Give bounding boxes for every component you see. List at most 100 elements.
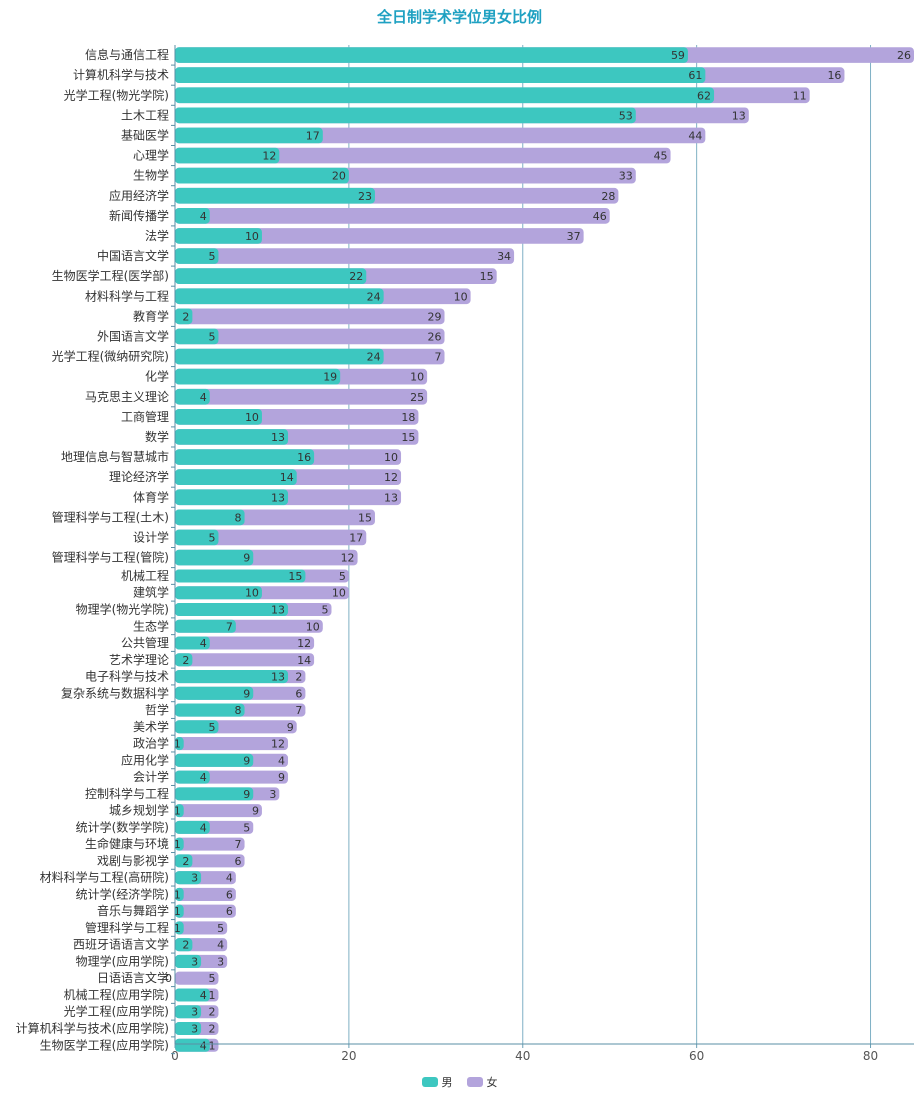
category-label: 基础医学 [121,127,169,142]
female-value-label: 1 [208,989,215,1002]
bar-male [175,368,341,385]
category-label: 法学 [145,228,169,243]
category-label: 统计学(数学学院) [76,819,169,834]
bar-male [175,820,210,834]
bar-male [175,529,219,546]
bar-male [175,1005,202,1019]
category-label: 心理学 [133,148,169,163]
category-label: 日语语言文学 [97,970,169,985]
male-value-label: 1 [174,838,181,851]
male-value-label: 59 [671,49,685,62]
male-value-label: 1 [174,805,181,818]
male-value-label: 12 [262,150,276,163]
male-value-label: 1 [174,905,181,918]
category-label: 数学 [145,429,169,444]
bar-male [175,167,349,184]
category-label: 应用化学 [121,752,169,767]
female-value-label: 17 [349,531,363,544]
category-label: 西班牙语语言文学 [73,937,169,952]
category-label: 新闻传播学 [109,208,169,223]
female-value-label: 6 [295,687,302,700]
bar-male [175,388,210,405]
female-value-label: 29 [428,310,442,323]
legend[interactable]: 男女 [0,1074,919,1090]
bar-female [175,248,515,264]
female-value-label: 6 [226,905,233,918]
female-value-label: 33 [619,170,633,183]
bar-male [175,653,193,667]
category-label: 复杂系统与数据科学 [61,685,169,700]
bar-male [175,636,210,650]
female-value-label: 15 [480,270,494,283]
bar-male [175,871,202,885]
female-value-label: 6 [235,855,242,868]
female-value-label: 13 [384,491,398,504]
bar-male [175,449,315,465]
male-value-label: 13 [271,604,285,617]
male-value-label: 62 [697,89,711,102]
bar-male [175,804,184,818]
x-tick-label: 20 [341,1049,356,1063]
x-tick-label: 40 [515,1049,530,1063]
male-value-label: 61 [688,69,702,82]
male-value-label: 13 [271,491,285,504]
bar-female [175,228,584,244]
category-label: 光学工程(应用学院) [64,1004,169,1019]
category-label: 生物医学工程(应用学院) [40,1037,169,1052]
bar-male [175,308,193,325]
male-value-label: 3 [191,955,198,968]
bar-male [175,107,636,124]
bar-male [175,67,706,83]
bar-female [175,147,671,164]
male-value-label: 17 [306,129,320,142]
bar-male [175,602,289,617]
bar-male [175,127,323,144]
bar-male [175,954,202,968]
male-value-label: 4 [200,771,207,784]
bar-female [175,971,219,985]
bar-male [175,720,219,734]
male-value-label: 3 [191,872,198,885]
bar-male [175,670,289,684]
bar-male [175,904,184,918]
legend-item[interactable]: 男 [421,1074,453,1090]
female-value-label: 4 [226,872,233,885]
female-value-label: 12 [271,738,285,751]
female-value-label: 14 [297,654,311,667]
male-value-label: 4 [200,821,207,834]
category-label: 生命健康与环境 [85,836,169,851]
bar-male [175,837,184,851]
category-label: 马克思主义理论 [85,390,169,404]
legend-label: 女 [486,1076,498,1089]
bar-male [175,288,384,305]
female-value-label: 12 [384,471,398,484]
male-value-label: 15 [288,570,302,583]
category-label: 哲学 [145,702,169,717]
bar-male [175,854,193,868]
male-value-label: 3 [191,1006,198,1019]
bar-male [175,988,210,1002]
bar-male [175,147,280,164]
category-label: 理论经济学 [109,469,169,484]
male-value-label: 13 [271,431,285,444]
category-label: 工商管理 [121,409,169,424]
bar-male [175,549,254,566]
bar-female [175,837,245,851]
male-value-label: 5 [208,330,215,343]
bar-female [175,328,445,345]
category-label: 体育学 [133,489,169,504]
x-tick-label: 0 [171,1049,179,1063]
male-value-label: 8 [235,511,242,524]
male-value-label: 1 [174,922,181,935]
bar-male [175,619,236,633]
male-value-label: 2 [182,939,189,952]
bar-female [175,737,289,751]
bar-male [175,703,245,717]
female-value-label: 12 [297,637,311,650]
bar-male [175,737,184,751]
category-label: 管理科学与工程 [85,920,169,935]
female-value-label: 26 [897,49,911,62]
legend-item[interactable]: 女 [466,1074,498,1090]
female-value-label: 10 [306,620,320,633]
female-value-label: 6 [226,888,233,901]
